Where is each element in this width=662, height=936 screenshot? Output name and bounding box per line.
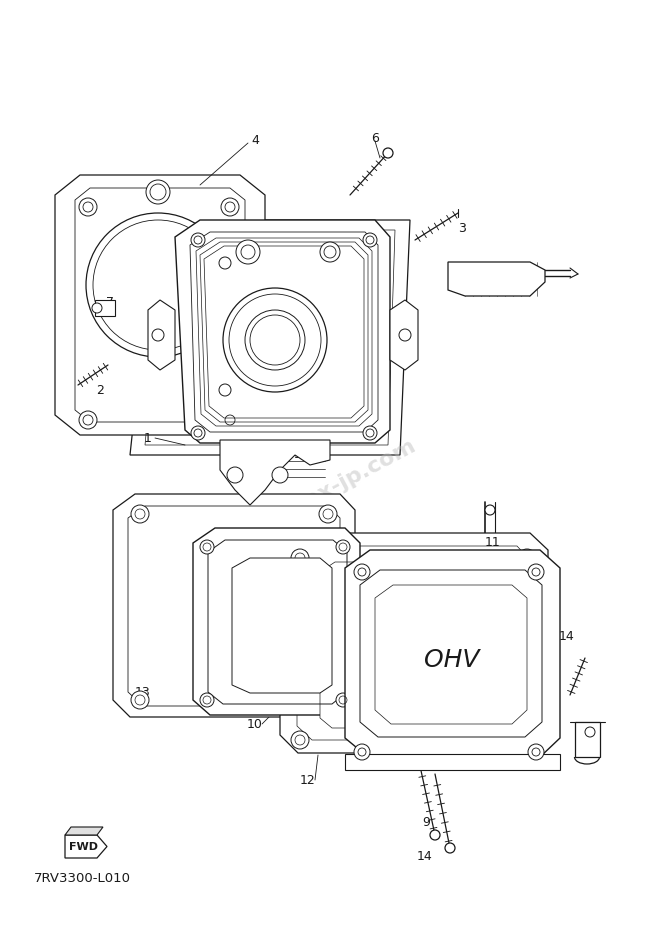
Circle shape	[585, 727, 595, 737]
Circle shape	[131, 505, 149, 523]
Circle shape	[221, 198, 239, 216]
Text: 7: 7	[106, 296, 114, 309]
Circle shape	[146, 180, 170, 204]
Circle shape	[383, 148, 393, 158]
Circle shape	[219, 257, 231, 269]
Circle shape	[92, 303, 102, 313]
Polygon shape	[390, 300, 418, 370]
Circle shape	[79, 411, 97, 429]
Circle shape	[152, 329, 164, 341]
Text: OHV: OHV	[424, 648, 480, 672]
Circle shape	[336, 693, 350, 707]
Text: 9: 9	[422, 815, 430, 828]
Text: 4: 4	[251, 134, 259, 147]
Circle shape	[354, 744, 370, 760]
Polygon shape	[148, 300, 175, 370]
Text: FWD: FWD	[68, 841, 97, 852]
Circle shape	[131, 691, 149, 709]
Polygon shape	[448, 262, 545, 296]
Circle shape	[191, 233, 205, 247]
Circle shape	[363, 233, 377, 247]
Circle shape	[518, 731, 536, 749]
Polygon shape	[345, 754, 560, 770]
Circle shape	[245, 310, 305, 370]
Circle shape	[528, 744, 544, 760]
Circle shape	[219, 384, 231, 396]
Circle shape	[528, 564, 544, 580]
Circle shape	[313, 450, 323, 460]
Circle shape	[319, 691, 337, 709]
Polygon shape	[320, 562, 515, 728]
Polygon shape	[55, 175, 265, 435]
Polygon shape	[232, 558, 332, 693]
Text: 14: 14	[559, 631, 575, 644]
Circle shape	[223, 288, 327, 392]
Polygon shape	[280, 533, 548, 753]
Circle shape	[272, 467, 288, 483]
Circle shape	[236, 240, 260, 264]
Text: 10: 10	[247, 718, 263, 730]
Circle shape	[518, 549, 536, 567]
Text: 5: 5	[294, 447, 302, 461]
Text: 15: 15	[582, 722, 598, 735]
Circle shape	[79, 198, 97, 216]
Text: 6: 6	[371, 131, 379, 144]
Text: 7RV3300-L010: 7RV3300-L010	[34, 871, 130, 885]
Circle shape	[291, 731, 309, 749]
Circle shape	[430, 830, 440, 840]
Text: 3: 3	[458, 222, 466, 235]
Polygon shape	[220, 440, 330, 505]
Polygon shape	[193, 528, 360, 715]
Text: 8: 8	[490, 264, 498, 276]
Text: 11: 11	[485, 536, 501, 549]
Circle shape	[200, 693, 214, 707]
Polygon shape	[113, 494, 355, 717]
Circle shape	[191, 426, 205, 440]
Circle shape	[319, 505, 337, 523]
Polygon shape	[130, 220, 410, 455]
Circle shape	[320, 242, 340, 262]
Circle shape	[227, 467, 243, 483]
Circle shape	[291, 549, 309, 567]
Text: 12: 12	[300, 773, 316, 786]
Circle shape	[200, 540, 214, 554]
Circle shape	[336, 540, 350, 554]
Text: www.impex-jp.com: www.impex-jp.com	[201, 435, 420, 564]
Circle shape	[445, 843, 455, 853]
Polygon shape	[95, 300, 115, 316]
Circle shape	[221, 411, 239, 429]
Polygon shape	[575, 722, 600, 757]
Circle shape	[354, 564, 370, 580]
Polygon shape	[360, 570, 542, 737]
Polygon shape	[65, 827, 103, 835]
Text: 1: 1	[144, 431, 152, 445]
Circle shape	[86, 213, 230, 357]
Text: 2: 2	[96, 384, 104, 397]
Polygon shape	[175, 220, 390, 443]
Circle shape	[363, 426, 377, 440]
Polygon shape	[345, 550, 560, 757]
Polygon shape	[65, 835, 107, 858]
Text: 14: 14	[417, 850, 433, 862]
Text: 13: 13	[135, 685, 151, 698]
Circle shape	[485, 505, 495, 515]
Circle shape	[399, 329, 411, 341]
